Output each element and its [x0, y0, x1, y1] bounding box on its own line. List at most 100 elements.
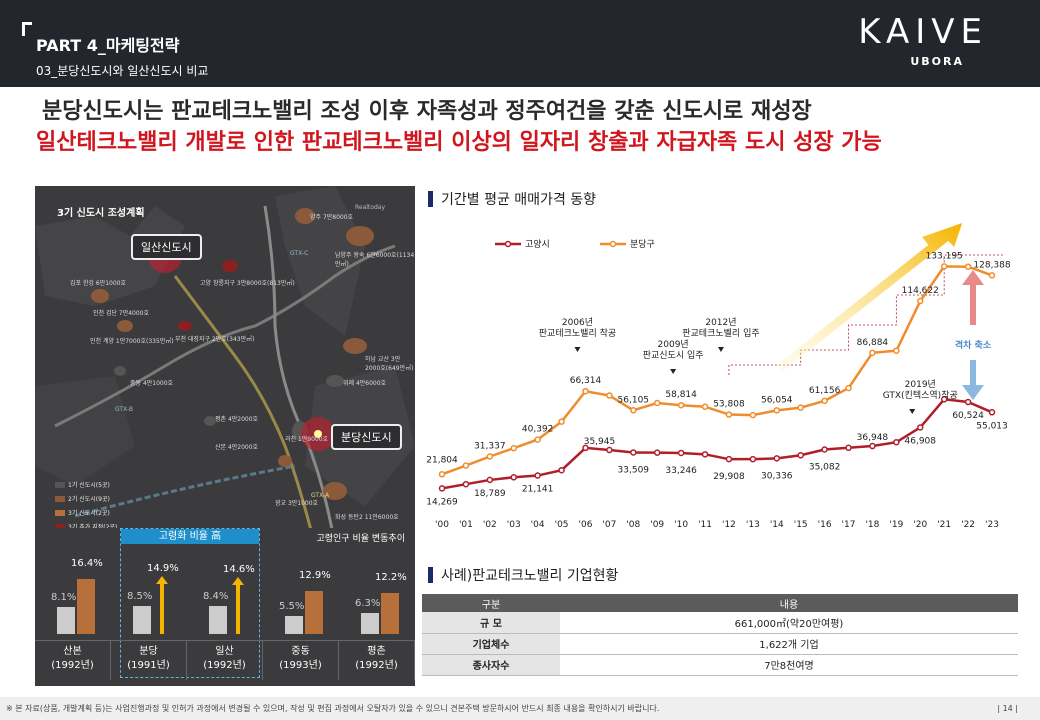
x-tick-label: '04	[531, 520, 545, 530]
data-label: 21,804	[426, 455, 458, 465]
data-point	[630, 449, 637, 456]
map-label: 과천 1만9000호	[285, 436, 329, 443]
table-header: 구분	[422, 594, 560, 612]
data-point	[582, 387, 589, 395]
legend-item: 3기 신도시(2곳)	[55, 508, 117, 517]
data-point	[893, 438, 900, 446]
aging-chart: 고령화 비율 高 고령인구 비율 변동추이 8.1% 16.4% 8.5% 14.9%…	[35, 528, 415, 680]
data-label: 53,808	[713, 400, 745, 410]
table-key: 규 모	[422, 612, 560, 634]
table-key: 기업체수	[422, 633, 560, 655]
data-label: 114,622	[902, 286, 939, 296]
footer-disclaimer: ※ 본 자료(상품, 개발계획 등)는 사업진행과정 및 인허가 과정에서 변경…	[0, 697, 1040, 720]
x-tick-label: '00	[435, 520, 449, 530]
data-point	[462, 480, 470, 488]
data-point	[653, 449, 661, 456]
data-point	[725, 455, 733, 463]
data-point	[534, 472, 541, 479]
data-label: 56,054	[761, 395, 793, 405]
map-label: 남양주 왕숙 6만6000호(1134만㎡)	[335, 252, 415, 268]
aging-bar-before	[285, 615, 303, 634]
data-point	[558, 466, 565, 474]
x-tick-label: '10	[674, 520, 688, 530]
trend-arrow	[776, 223, 963, 371]
map-label: 중동 4만1000호	[130, 380, 174, 387]
aging-city: 산본 (1992년)	[35, 640, 111, 680]
x-tick-label: '12	[722, 520, 736, 530]
aging-arrow-head	[156, 576, 168, 585]
aging-highlight-box	[120, 528, 260, 678]
legend-item: 1기 신도시(5곳)	[55, 480, 117, 489]
aging-value-before: 8.5%	[127, 590, 153, 602]
data-point	[510, 474, 517, 481]
x-tick-label: '14	[770, 520, 784, 530]
legend-label: 고양시	[525, 239, 550, 250]
data-point	[964, 398, 972, 406]
map-legend: 1기 신도시(5곳) 2기 신도시(9곳) 3기 신도시(2곳) 3기 추가 지…	[55, 480, 117, 536]
gap-label: 격차 축소	[955, 339, 992, 351]
event-annotation: 2019년	[905, 379, 936, 390]
map-watermark: Realtoday	[355, 204, 385, 211]
map-graphic	[35, 186, 415, 547]
aging-bar-before	[361, 613, 379, 634]
data-label: 21,141	[522, 485, 554, 495]
legend-label: 분당구	[630, 239, 655, 250]
x-tick-label: '17	[842, 520, 856, 530]
map-label: 양주 7만8000호	[310, 214, 354, 221]
corp-section-title: 사례)판교테크노밸리 기업현황	[428, 565, 618, 585]
data-point	[749, 411, 757, 419]
aging-city: 평촌 (1992년)	[339, 640, 415, 680]
table-header-row: 구분 내용	[422, 594, 1018, 612]
data-point	[582, 444, 589, 452]
data-point	[606, 392, 613, 399]
footer-note: ※ 본 자료(상품, 개발계획 등)는 사업진행과정 및 인허가 과정에서 변경…	[6, 704, 660, 713]
data-label: 33,246	[665, 466, 697, 476]
aging-bar-before	[133, 605, 151, 634]
data-label: 55,013	[976, 421, 1008, 431]
data-point	[845, 444, 852, 452]
map-label: 부천 대장지구 2만호(343만㎡)	[175, 336, 255, 343]
x-tick-label: '09	[650, 520, 664, 530]
aging-increase-arrow	[236, 585, 240, 634]
data-point	[558, 418, 565, 425]
event-annotation: 판교테크노벨리 입주	[682, 327, 759, 339]
price-section-title: 기간별 평균 매매가격 동향	[428, 189, 596, 209]
map-label: 평촌 4만2000호	[215, 416, 259, 423]
x-tick-label: '15	[794, 520, 808, 530]
x-tick-label: '06	[579, 520, 593, 530]
table-value: 661,000㎡(약20만여평)	[560, 612, 1018, 634]
data-label: 31,337	[474, 442, 506, 452]
aging-value-after: 12.2%	[375, 572, 407, 584]
map-label: 고양 창릉지구 3만8000호(813만㎡)	[200, 280, 295, 287]
aging-city-row: 산본 (1992년) 분당 (1991년) 일산 (1992년) 중동 (1993년) …	[35, 640, 415, 680]
aging-city: 일산 (1992년)	[187, 640, 263, 680]
page-number: | 14 |	[997, 704, 1018, 713]
data-point	[510, 444, 517, 452]
callout-bundang: 분당신도시	[331, 424, 402, 450]
data-label: 40,392	[522, 425, 554, 435]
event-marker	[670, 369, 677, 374]
event-marker	[717, 347, 724, 352]
table-key: 종사자수	[422, 654, 560, 676]
x-tick-label: '20	[913, 520, 927, 530]
data-point	[438, 471, 446, 478]
part-title: PART 4_마케팅전략	[36, 36, 180, 55]
aging-arrow-head	[232, 577, 244, 586]
gap-arrow-down	[962, 360, 984, 400]
event-annotation: 2006년	[562, 317, 593, 328]
data-point	[988, 272, 996, 279]
x-tick-label: '01	[459, 520, 473, 530]
data-point	[845, 384, 852, 392]
x-tick-label: '08	[626, 520, 640, 530]
data-label: 128,388	[973, 260, 1010, 270]
aging-bar-before	[209, 606, 227, 634]
aging-value-after: 14.9%	[147, 563, 179, 575]
event-annotation: GTX(킨텍스역)착공	[883, 390, 958, 401]
aging-value-before: 5.5%	[279, 600, 305, 612]
aging-value-after: 14.6%	[223, 564, 255, 576]
data-label: 30,336	[761, 471, 793, 481]
map-label: 위례 4만6000호	[343, 380, 387, 387]
data-label: 61,156	[809, 386, 841, 396]
data-point	[869, 442, 876, 450]
section-subtitle: 03_분당신도시와 일산신도시 비교	[36, 64, 209, 78]
